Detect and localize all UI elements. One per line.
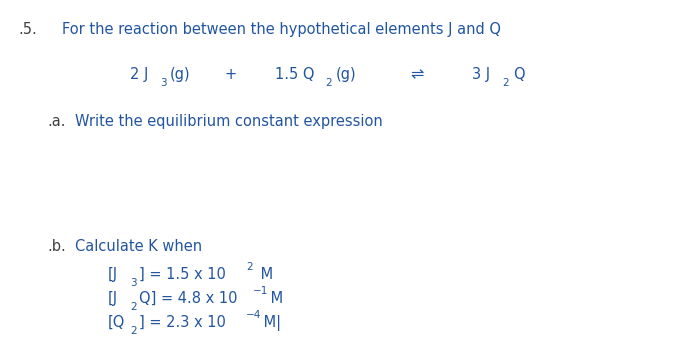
Text: Calculate K when: Calculate K when — [75, 239, 202, 254]
Text: 3: 3 — [160, 78, 167, 88]
Text: 2: 2 — [325, 78, 332, 88]
Text: 3 J: 3 J — [472, 67, 490, 82]
Text: .b.: .b. — [47, 239, 66, 254]
Text: M: M — [266, 291, 283, 306]
Text: 2: 2 — [246, 262, 253, 272]
Text: Q: Q — [513, 67, 525, 82]
Text: 2: 2 — [502, 78, 508, 88]
Text: Write the equilibrium constant expression: Write the equilibrium constant expressio… — [75, 114, 383, 129]
Text: −1: −1 — [253, 286, 268, 296]
Text: ⇌: ⇌ — [410, 67, 423, 82]
Text: ] = 2.3 x 10: ] = 2.3 x 10 — [139, 315, 226, 330]
Text: 3: 3 — [130, 278, 137, 288]
Text: M|: M| — [259, 315, 281, 331]
Text: 2: 2 — [130, 302, 137, 312]
Text: .5.: .5. — [18, 22, 37, 37]
Text: −4: −4 — [246, 310, 262, 320]
Text: (g): (g) — [170, 67, 191, 82]
Text: [J: [J — [108, 267, 118, 282]
Text: .a.: .a. — [47, 114, 66, 129]
Text: ] = 1.5 x 10: ] = 1.5 x 10 — [139, 267, 226, 282]
Text: 2 J: 2 J — [130, 67, 148, 82]
Text: [J: [J — [108, 291, 118, 306]
Text: +: + — [225, 67, 237, 82]
Text: 2: 2 — [130, 326, 137, 336]
Text: Q] = 4.8 x 10: Q] = 4.8 x 10 — [139, 291, 237, 306]
Text: (g): (g) — [336, 67, 357, 82]
Text: [Q: [Q — [108, 315, 125, 330]
Text: 1.5 Q: 1.5 Q — [275, 67, 315, 82]
Text: M: M — [256, 267, 273, 282]
Text: For the reaction between the hypothetical elements J and Q: For the reaction between the hypothetica… — [62, 22, 501, 37]
